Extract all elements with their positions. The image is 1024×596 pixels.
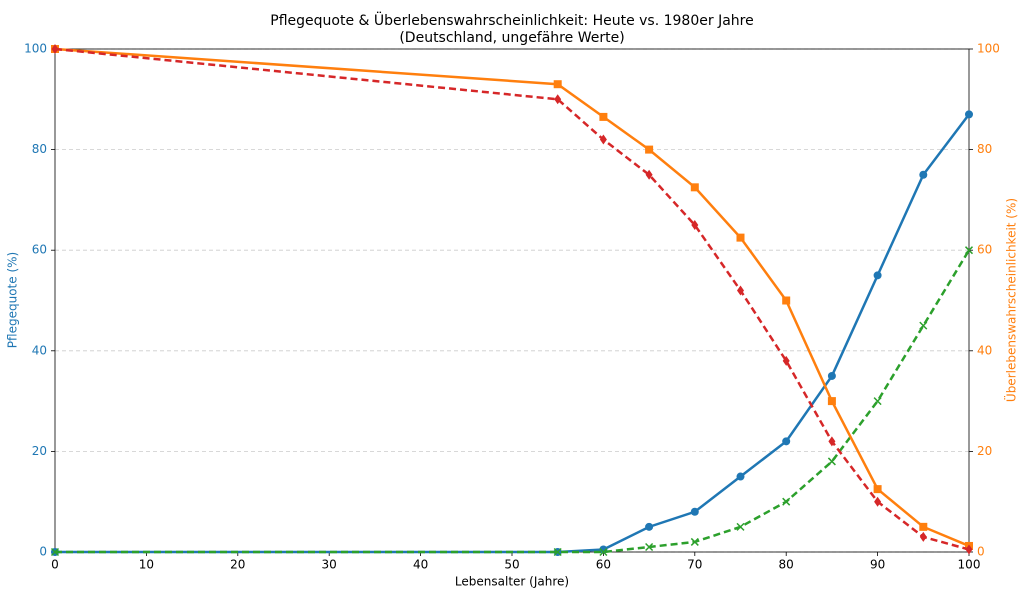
marker <box>827 457 836 466</box>
marker <box>828 436 836 447</box>
marker <box>690 507 699 516</box>
y2-tick-label: 20 <box>977 444 992 458</box>
marker <box>599 547 608 557</box>
marker <box>553 80 562 89</box>
series-line <box>54 47 970 551</box>
marker <box>736 522 745 531</box>
series-line <box>55 113 970 554</box>
marker <box>965 544 973 555</box>
marker <box>554 94 562 105</box>
marker <box>782 296 791 305</box>
marker <box>553 547 562 557</box>
marker <box>690 183 699 192</box>
marker <box>827 397 836 406</box>
y-axis-label: Pflegequote (%) <box>6 252 20 348</box>
marker <box>874 496 882 507</box>
x-tick-label: 20 <box>230 558 245 572</box>
x-tick-label: 70 <box>687 558 702 572</box>
chart-title: Pflegequote & Überlebenswahrscheinlichke… <box>270 11 753 29</box>
marker <box>599 112 608 121</box>
marker <box>645 169 653 180</box>
chart-subtitle: (Deutschland, ungefähre Werte) <box>399 30 624 46</box>
marker <box>645 522 654 531</box>
marker <box>919 531 927 542</box>
y2-axis-label: Überlebenswahrscheinlichkeit (%) <box>1003 198 1019 402</box>
marker <box>690 537 699 546</box>
x-tick-label: 0 <box>51 558 59 572</box>
marker <box>964 246 974 255</box>
x-tick-label: 100 <box>958 558 981 572</box>
marker <box>827 371 836 380</box>
series-line <box>54 47 970 548</box>
marker <box>873 485 882 494</box>
y-tick-label: 60 <box>32 243 47 257</box>
x-axis-label: Lebensalter (Jahre) <box>455 575 569 589</box>
marker <box>737 285 744 296</box>
marker <box>736 472 745 481</box>
y2-tick-label: 60 <box>977 243 992 257</box>
marker <box>736 233 745 242</box>
x-tick-label: 30 <box>322 558 337 572</box>
x-tick-label: 10 <box>139 558 154 572</box>
marker <box>782 437 791 446</box>
marker <box>919 321 928 330</box>
marker <box>965 110 973 119</box>
x-tick-label: 50 <box>504 558 519 572</box>
marker <box>691 220 699 231</box>
marker <box>599 134 607 145</box>
x-tick-label: 60 <box>596 558 611 572</box>
plot-frame <box>54 48 970 553</box>
marker <box>645 145 654 154</box>
y2-tick-label: 100 <box>977 42 1000 56</box>
marker <box>782 497 791 506</box>
y2-tick-label: 80 <box>977 142 992 156</box>
marker <box>645 542 654 552</box>
x-tick-label: 90 <box>870 558 885 572</box>
marker <box>919 170 928 179</box>
marker <box>50 547 60 557</box>
y2-tick-label: 0 <box>977 545 985 559</box>
x-tick-label: 80 <box>779 558 794 572</box>
marker <box>782 355 790 366</box>
marker <box>873 271 882 280</box>
marker <box>51 44 59 54</box>
y-tick-label: 0 <box>39 545 47 559</box>
y-tick-label: 100 <box>24 42 47 56</box>
y-tick-label: 40 <box>32 343 47 357</box>
y-tick-label: 20 <box>32 444 47 458</box>
x-tick-label: 40 <box>413 558 428 572</box>
marker <box>873 397 882 406</box>
y2-tick-label: 40 <box>977 343 992 357</box>
marker <box>919 522 928 531</box>
y-tick-label: 80 <box>32 142 47 156</box>
